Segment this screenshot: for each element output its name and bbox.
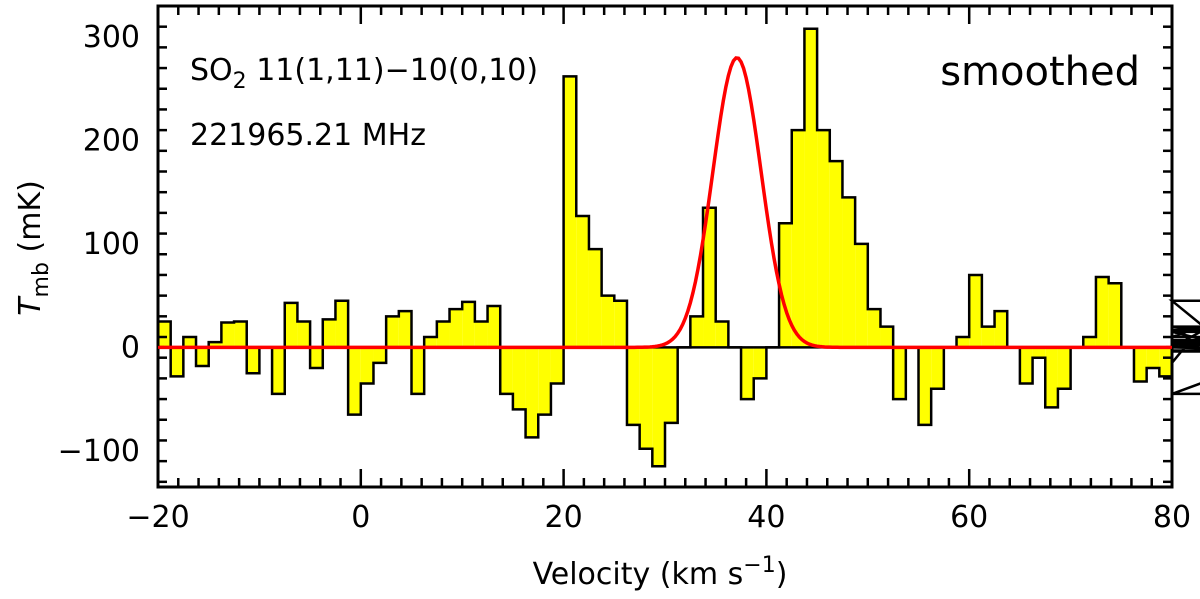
spectrum-bin bbox=[804, 28, 818, 348]
spectrum-bin bbox=[1083, 337, 1096, 348]
spectrum-outline bbox=[158, 27, 1200, 468]
spectrum-bin bbox=[601, 295, 615, 348]
spectrum-bin bbox=[246, 347, 260, 374]
spectrum-bin bbox=[360, 347, 374, 384]
spectrum-bin bbox=[741, 347, 754, 400]
spectrum-bin bbox=[703, 207, 716, 348]
spectrum-bin bbox=[424, 337, 437, 348]
spectrum-bin bbox=[1095, 277, 1109, 348]
spectrum-bin bbox=[398, 311, 412, 348]
spectrum-bin bbox=[170, 347, 184, 377]
spectrum-bin bbox=[1146, 347, 1160, 369]
spectrum-bin bbox=[563, 76, 577, 348]
spectrum-bin bbox=[652, 347, 665, 467]
spectrum-bin bbox=[462, 301, 475, 348]
spectrum-bin bbox=[272, 347, 285, 394]
spectrum-bin bbox=[614, 300, 627, 348]
spectrum-bin bbox=[538, 347, 551, 415]
spectrum-bin bbox=[373, 347, 387, 363]
spectrum-bin bbox=[183, 337, 197, 348]
y-tick-label: 200 bbox=[83, 123, 140, 158]
spectrum-bin bbox=[348, 347, 361, 415]
spectrum-bin bbox=[449, 309, 463, 348]
y-axis-ticks: −100 0 100 200 300 bbox=[58, 20, 1172, 484]
line-transition-label: SO2 11(1,11)−10(0,10) bbox=[190, 53, 538, 94]
spectrum-bin bbox=[1019, 347, 1033, 384]
spectrum-bin bbox=[234, 321, 247, 348]
spectrum-bin bbox=[715, 321, 729, 348]
spectrum-bin bbox=[1108, 283, 1122, 348]
spectrum-bin bbox=[322, 319, 336, 348]
spectrum-bin bbox=[1133, 347, 1147, 382]
gaussian-fit-line bbox=[158, 56, 1172, 350]
spectrum-bin bbox=[411, 347, 425, 394]
spectrum-bin bbox=[855, 243, 868, 348]
x-axis-ticks: −20 0 20 40 60 80 bbox=[126, 6, 1191, 535]
y-tick-label: −100 bbox=[58, 434, 140, 469]
spectrum-bin bbox=[639, 347, 653, 449]
spectrum-bin bbox=[221, 322, 235, 348]
spectrum-bin bbox=[918, 347, 932, 425]
spectrum-bin bbox=[956, 337, 970, 348]
spectrum-bin bbox=[297, 321, 311, 348]
spectrum-bin bbox=[335, 300, 349, 348]
spectrum-bin bbox=[588, 249, 602, 348]
x-tick-label: 80 bbox=[1153, 500, 1191, 535]
spectrum-bin bbox=[690, 316, 704, 348]
y-axis-label: Tmb (mK) bbox=[13, 180, 54, 316]
spectrum-bin bbox=[500, 347, 513, 394]
y-tick-label: 100 bbox=[83, 227, 140, 262]
spectrum-bin bbox=[981, 326, 995, 348]
spectrum-bin bbox=[1159, 347, 1172, 377]
spectrum-histogram bbox=[158, 27, 1200, 468]
spectrum-bin bbox=[310, 347, 323, 369]
x-axis-label: Velocity (km s−1) bbox=[533, 553, 788, 592]
spectrum-bin bbox=[1045, 347, 1058, 408]
spectrum-bin bbox=[829, 161, 843, 348]
gaussian-fit-curve bbox=[158, 56, 1172, 350]
frequency-label: 221965.21 MHz bbox=[190, 118, 426, 153]
x-tick-label: 20 bbox=[545, 500, 583, 535]
spectrum-bin bbox=[880, 326, 894, 348]
spectrum-bin bbox=[931, 347, 944, 389]
spectrum-bin bbox=[487, 305, 501, 348]
spectrum-bin bbox=[576, 215, 589, 348]
spectrum-bin bbox=[969, 274, 982, 348]
spectrum-bin bbox=[158, 321, 171, 348]
smoothed-label: smoothed bbox=[940, 49, 1140, 95]
spectrum-bin bbox=[474, 321, 488, 348]
x-tick-label: −20 bbox=[126, 500, 189, 535]
spectrum-bin bbox=[386, 316, 399, 348]
spectrum-bin bbox=[791, 130, 805, 348]
spectrum-bin bbox=[208, 342, 222, 348]
spectrum-bin bbox=[665, 347, 678, 423]
spectrum-bin bbox=[994, 311, 1008, 348]
spectrum-bin bbox=[512, 347, 526, 410]
spectrum-bin bbox=[842, 197, 856, 348]
spectrum-bin bbox=[1032, 347, 1046, 358]
spectrum-bin bbox=[436, 321, 450, 348]
spectrum-bin bbox=[196, 347, 209, 366]
spectrum-bin bbox=[753, 347, 767, 379]
spectrum-bin bbox=[284, 302, 298, 348]
spectrum-bin bbox=[867, 309, 881, 348]
spectrum-bin bbox=[1057, 347, 1071, 389]
y-tick-label: 0 bbox=[121, 330, 140, 365]
x-tick-label: 40 bbox=[747, 500, 785, 535]
spectrum-bin bbox=[550, 347, 564, 384]
x-tick-label: 60 bbox=[950, 500, 988, 535]
spectrum-bin bbox=[525, 347, 539, 438]
spectrum-bin bbox=[893, 347, 906, 400]
x-tick-label: 0 bbox=[351, 500, 370, 535]
spectrum-bin bbox=[817, 130, 830, 348]
spectrum-bin bbox=[626, 347, 640, 425]
y-tick-label: 300 bbox=[83, 20, 140, 55]
